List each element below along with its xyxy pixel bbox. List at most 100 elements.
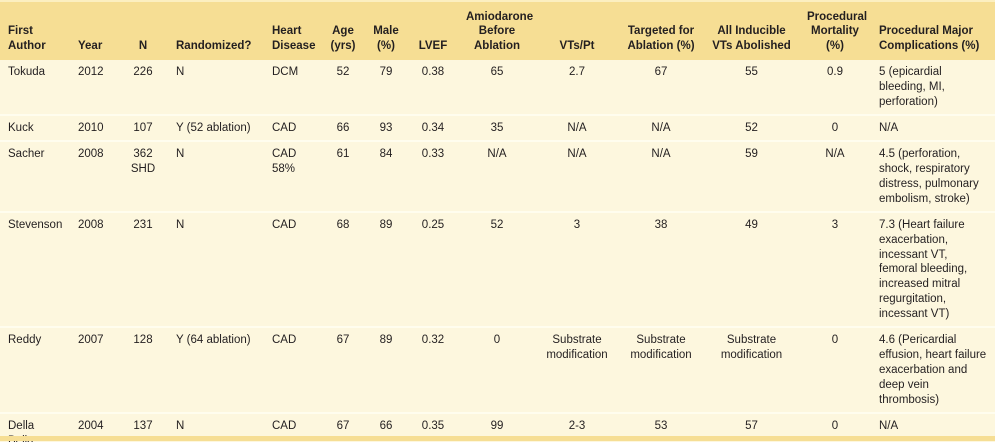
cell-randomized: Y (64 ablation) [176,334,251,347]
cell-procedural-major-complications: 7.3 (Heart failure exacerbation, incessa… [879,218,968,321]
table-row-tokuda: Tokuda 2012 226 N DCM 52 79 0.38 65 2.7 67 55 0.9 5 (… [0,60,995,115]
cell-lvef: 0.25 [421,218,445,231]
cell-targeted-for-ablation: 67 [654,66,668,79]
cell-heart-disease: CAD [272,334,297,347]
cell-all-inducible-vts-abolished: 57 [745,419,758,432]
column-header-procedural-major-complications: Procedural Major Complications (%) [871,2,995,61]
cell-first-author: Kuck [8,121,34,134]
cell-targeted-for-ablation: N/A [651,147,671,160]
cell-male: 79 [379,66,393,79]
column-header-all-inducible-vts-abolished: All Inducible VTs Abolished [704,2,799,61]
cell-year: 2007 [78,334,104,347]
cell-first-author: Stevenson [8,218,63,231]
cell-vts-pt: 3 [573,218,581,231]
cell-procedural-major-complications: 5 (epicardial bleeding, MI, perforation) [879,66,945,108]
cell-randomized: N [176,147,185,160]
cell-targeted-for-ablation: N/A [651,121,671,134]
cell-all-inducible-vts-abolished: 55 [745,66,758,79]
cell-targeted-for-ablation: Substrate modification [630,334,692,362]
column-header-lvef: LVEF [408,2,458,61]
cell-procedural-major-complications: 4.6 (Pericardial effusion, heart failure… [879,334,987,406]
cell-procedural-mortality: 0 [831,419,839,432]
cell-year: 2008 [78,218,104,231]
cell-amiodarone-before-ablation: 0 [493,334,501,347]
cell-heart-disease: CAD [272,419,297,432]
column-header-targeted-for-ablation: Targeted for Ablation (%) [618,2,704,61]
cell-lvef: 0.35 [421,419,445,432]
cell-male: 93 [379,121,393,134]
cell-age: 68 [336,218,350,231]
table-bottom-rule [0,436,995,441]
table-row-sacher: Sacher 2008 362 SHD N CAD 58% 61 84 0.33 N/A N/A N… [0,140,995,212]
cell-procedural-major-complications: 4.5 (perforation, shock, respiratory dis… [879,147,979,205]
cell-first-author: Tokuda [8,66,46,79]
cell-year: 2008 [78,147,104,160]
column-header-randomized: Randomized? [168,2,264,61]
cell-age: 67 [336,419,350,432]
cell-male: 66 [379,419,393,432]
cell-randomized: N [176,218,185,231]
cell-male: 89 [379,334,393,347]
cell-n: 107 [133,121,153,134]
column-header-year: Year [70,2,118,61]
cell-year: 2010 [78,121,104,134]
cell-all-inducible-vts-abolished: 52 [745,121,758,134]
table-header: First Author Year N Randomized? Heart Diseas… [0,2,995,61]
cell-amiodarone-before-ablation: N/A [487,147,507,160]
cell-n: 362 SHD [130,147,156,175]
column-header-heart-disease: Heart Disease [264,2,322,61]
cell-targeted-for-ablation: 38 [654,218,668,231]
cell-targeted-for-ablation: 53 [654,419,668,432]
cell-procedural-major-complications: N/A [879,121,899,134]
column-header-procedural-mortality: Procedural Mortality (%) [799,2,871,61]
cell-procedural-mortality: 0 [831,334,839,347]
cell-first-author: Sacher [8,147,45,160]
cell-all-inducible-vts-abolished: Substrate modification [720,334,783,362]
column-header-vts-pt: VTs/Pt [536,2,618,61]
cell-vts-pt: Substrate modification [546,334,608,362]
cell-lvef: 0.38 [421,66,445,79]
cell-procedural-mortality: 3 [831,218,839,231]
column-header-n: N [118,2,168,61]
cell-heart-disease: CAD [272,121,297,134]
table-header-row: First Author Year N Randomized? Heart Diseas… [0,2,995,61]
cell-heart-disease: DCM [272,66,299,79]
cell-year: 2004 [78,419,104,432]
table-row-reddy: Reddy 2007 128 Y (64 ablation) CAD 67 89 0.32 0 S… [0,327,995,413]
cell-age: 66 [336,121,350,134]
cell-heart-disease: CAD [272,218,297,231]
cell-lvef: 0.33 [421,147,445,160]
cell-procedural-major-complications: N/A [879,419,899,432]
cell-procedural-mortality: N/A [825,147,845,160]
cell-n: 128 [133,334,153,347]
column-header-first-author: First Author [0,2,70,61]
cell-randomized: Y (52 ablation) [176,121,251,134]
cell-n: 137 [133,419,153,432]
cell-randomized: N [176,419,185,432]
table-row-stevenson: Stevenson 2008 231 N CAD 68 89 0.25 52 3 38 49 3 7.3 … [0,211,995,328]
cell-age: 52 [336,66,350,79]
cell-vts-pt: N/A [567,147,587,160]
cell-n: 231 [133,218,153,231]
cell-lvef: 0.34 [421,121,445,134]
cell-all-inducible-vts-abolished: 49 [745,218,758,231]
cell-procedural-mortality: 0.9 [827,66,843,79]
cell-procedural-mortality: 0 [831,121,839,134]
cell-n: 226 [133,66,153,79]
cell-vts-pt: 2.7 [569,66,585,79]
cell-all-inducible-vts-abolished: 59 [745,147,758,160]
cell-age: 67 [336,334,350,347]
column-header-male: Male (%) [364,2,408,61]
cell-male: 84 [379,147,393,160]
cell-year: 2012 [78,66,104,79]
table-row-kuck: Kuck 2010 107 Y (52 ablation) CAD 66 93 0.34 35 N… [0,114,995,141]
cell-amiodarone-before-ablation: 65 [490,66,504,79]
cell-randomized: N [176,66,185,79]
cell-amiodarone-before-ablation: 99 [490,419,504,432]
cell-lvef: 0.32 [421,334,445,347]
table-body: Tokuda 2012 226 N DCM 52 79 0.38 65 2.7 67 55 0.9 5 (… [0,60,995,442]
cell-vts-pt: N/A [567,121,587,134]
